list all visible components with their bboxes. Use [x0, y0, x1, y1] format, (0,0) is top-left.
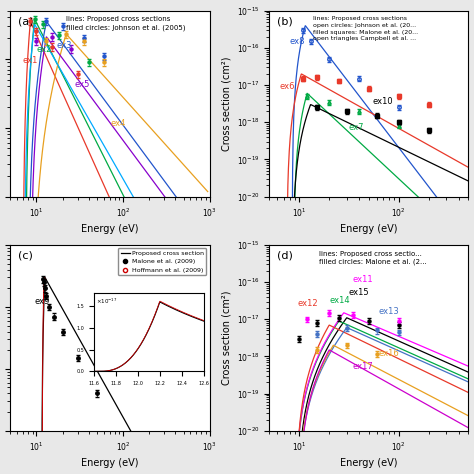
- Text: (a): (a): [18, 16, 34, 27]
- Text: lines: Proposed cross sectio...
filled circles: Malone et al. (2...: lines: Proposed cross sectio... filled c…: [319, 251, 427, 265]
- Y-axis label: Cross section (cm²): Cross section (cm²): [221, 56, 231, 151]
- X-axis label: Energy (eV): Energy (eV): [340, 458, 398, 468]
- Y-axis label: Cross section (cm²): Cross section (cm²): [221, 291, 231, 385]
- Text: ex4: ex4: [110, 119, 126, 128]
- Text: ex9: ex9: [34, 297, 50, 306]
- X-axis label: Energy (eV): Energy (eV): [81, 224, 139, 234]
- Legend: Proposed cross section, Malone et al. (2009), Hoffmann et al. (2009): Proposed cross section, Malone et al. (2…: [118, 248, 207, 275]
- Text: ex5: ex5: [74, 80, 90, 89]
- Text: ex1: ex1: [22, 56, 38, 65]
- Text: ex14: ex14: [329, 296, 350, 305]
- X-axis label: Energy (eV): Energy (eV): [81, 458, 139, 468]
- Text: ex7: ex7: [349, 123, 365, 132]
- Text: (b): (b): [277, 16, 293, 27]
- X-axis label: Energy (eV): Energy (eV): [340, 224, 398, 234]
- Text: (d): (d): [277, 251, 293, 261]
- Text: ex17: ex17: [353, 363, 374, 372]
- Text: ex13: ex13: [379, 307, 400, 316]
- Text: (c): (c): [18, 251, 33, 261]
- Text: ex6: ex6: [279, 82, 295, 91]
- Text: ex10: ex10: [373, 97, 393, 106]
- Text: ex15: ex15: [349, 288, 370, 297]
- Text: lines: Proposed cross sections
open circles: Johnson et al. (20...
filled square: lines: Proposed cross sections open circ…: [313, 16, 418, 41]
- Text: ex16: ex16: [379, 349, 400, 358]
- Text: ex12: ex12: [297, 299, 318, 308]
- Text: ex8: ex8: [289, 37, 305, 46]
- Text: ex3: ex3: [56, 41, 72, 50]
- Text: ex2: ex2: [36, 45, 52, 54]
- Text: ex11: ex11: [353, 275, 374, 284]
- Text: lines: Proposed cross sections
filled circles: Johnson et al. (2005): lines: Proposed cross sections filled ci…: [66, 16, 186, 31]
